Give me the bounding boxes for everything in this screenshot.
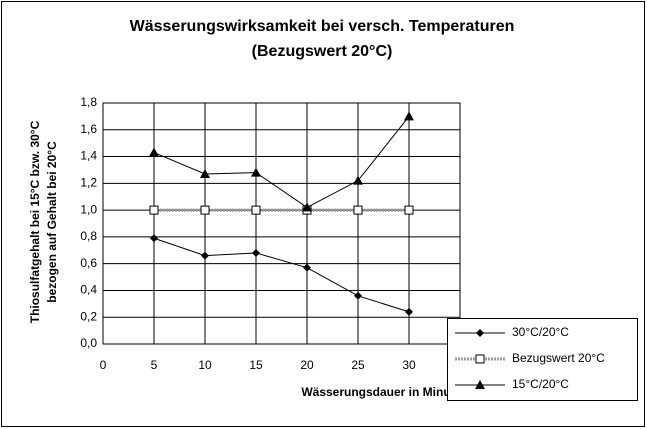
y-axis-label: bezogen auf Gehalt bei 20°C [45, 141, 59, 303]
y-tick-label: 1,0 [80, 202, 97, 216]
x-tick-label: 0 [100, 358, 107, 372]
chart-title: Wässerungswirksamkeit bei versch. Temper… [130, 18, 515, 35]
marker [303, 263, 311, 272]
y-tick-label: 1,2 [80, 176, 97, 190]
marker [404, 111, 414, 121]
marker [149, 147, 159, 157]
marker [476, 329, 484, 337]
y-tick-label: 0,4 [80, 283, 97, 297]
y-axis-label: Thiosulfatgehalt bei 15°C bzw. 30°C [28, 120, 42, 323]
x-tick-label: 10 [198, 358, 212, 372]
plot-area: 0,0 0,2 0,4 0,6 0,8 1,0 1,2 1,4 1,6 1,8 0 5 10 15 20 25… [80, 95, 467, 372]
marker [149, 205, 159, 215]
y-tick-label: 1,8 [80, 95, 97, 109]
marker [200, 168, 210, 178]
x-tick-label: 25 [351, 358, 365, 372]
y-tick-label: 0,6 [80, 256, 97, 270]
marker [404, 205, 414, 215]
marker [252, 248, 260, 257]
marker [353, 205, 363, 215]
marker [251, 205, 261, 215]
marker [302, 202, 312, 212]
marker [405, 307, 413, 316]
marker [475, 380, 485, 389]
legend: 30°C/20°C Bezugswert 20°C 15°C/20°C [447, 318, 638, 401]
marker [353, 175, 363, 185]
y-tick-label: 0,2 [80, 309, 97, 323]
x-axis-label: Wässerungsdauer in Minuten [301, 385, 468, 399]
marker [200, 205, 210, 215]
x-tick-label: 15 [249, 358, 263, 372]
marker [251, 167, 261, 177]
x-tick-label: 30 [402, 358, 416, 372]
y-tick-label: 1,6 [80, 122, 97, 136]
marker [201, 251, 209, 260]
chart-subtitle: (Bezugswert 20°C) [252, 43, 393, 60]
plot-border [102, 102, 461, 345]
x-tick-label: 20 [300, 358, 314, 372]
series-line [153, 237, 410, 313]
legend-label: Bezugswert 20°C [512, 351, 605, 365]
marker [150, 234, 158, 243]
legend-label: 15°C/20°C [512, 377, 569, 391]
series-line [153, 116, 410, 209]
x-tick-label: 5 [151, 358, 158, 372]
y-tick-label: 1,4 [80, 149, 97, 163]
legend-label: 30°C/20°C [512, 325, 569, 339]
y-tick-label: 0,8 [80, 229, 97, 243]
y-tick-label: 0,0 [80, 336, 97, 350]
marker [354, 291, 362, 300]
marker [475, 354, 485, 364]
